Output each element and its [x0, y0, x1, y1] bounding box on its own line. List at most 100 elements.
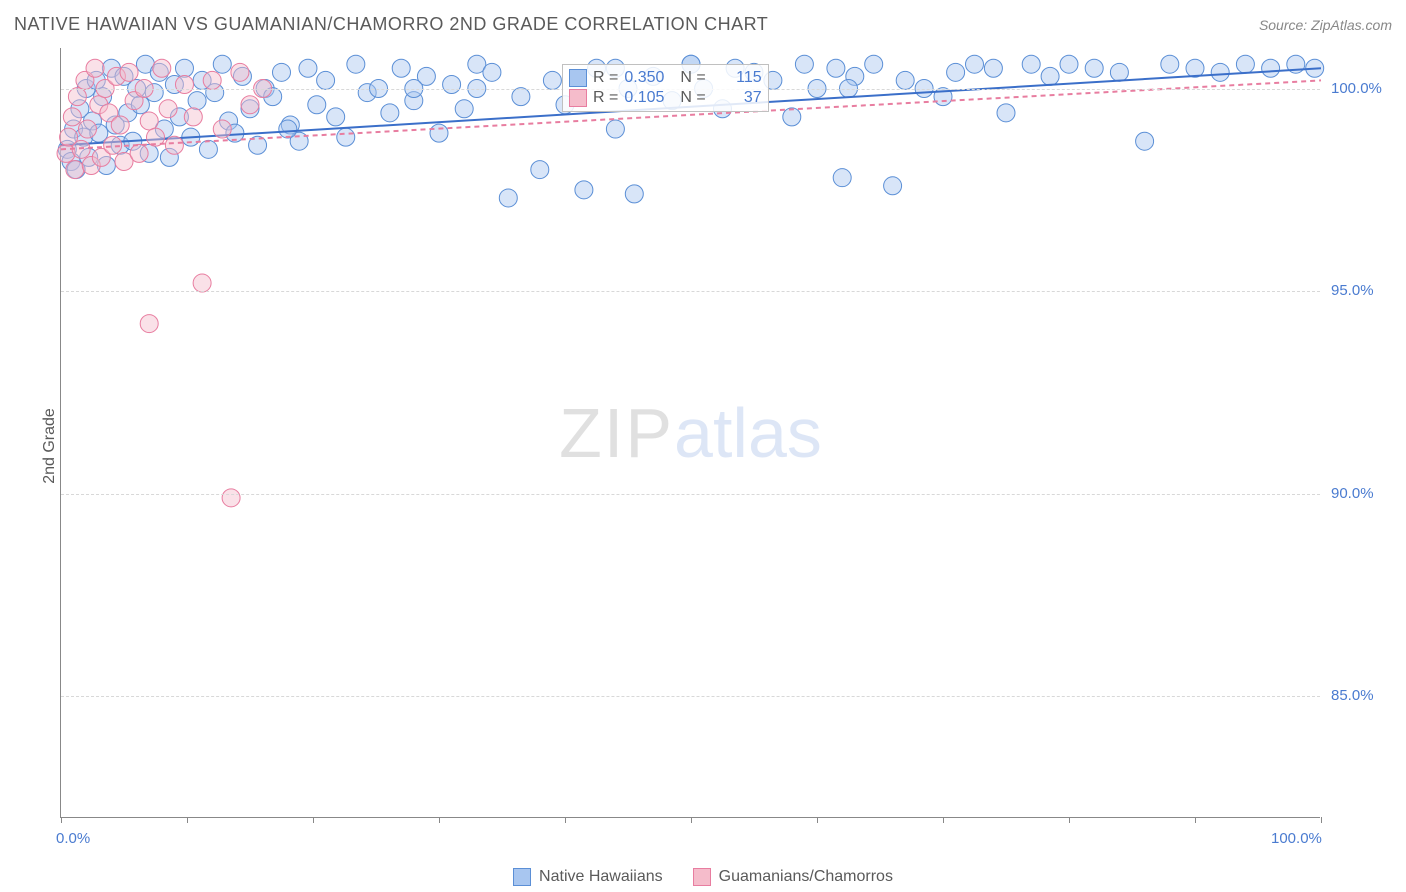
gridline — [61, 291, 1320, 292]
scatter-point — [66, 161, 84, 179]
scatter-point — [231, 63, 249, 81]
scatter-point — [865, 55, 883, 73]
y-tick-label: 90.0% — [1331, 485, 1374, 502]
x-tick — [439, 817, 440, 823]
scatter-point — [1060, 55, 1078, 73]
scatter-point — [317, 71, 335, 89]
scatter-point — [175, 59, 193, 77]
scatter-point — [175, 75, 193, 93]
scatter-point — [111, 116, 129, 134]
scatter-point — [884, 177, 902, 195]
x-tick-label: 0.0% — [56, 830, 90, 847]
gridline — [61, 696, 1320, 697]
scatter-point — [86, 59, 104, 77]
bottom-legend-item: Guamanians/Chamorros — [693, 868, 893, 886]
x-tick — [691, 817, 692, 823]
scatter-point — [63, 108, 81, 126]
scatter-point — [966, 55, 984, 73]
x-tick — [1195, 817, 1196, 823]
scatter-point — [997, 104, 1015, 122]
gridline — [61, 494, 1320, 495]
scatter-point — [381, 104, 399, 122]
scatter-point — [130, 144, 148, 162]
y-tick-label: 95.0% — [1331, 282, 1374, 299]
x-tick — [187, 817, 188, 823]
r-label: R = — [593, 89, 618, 107]
scatter-point — [1211, 63, 1229, 81]
r-value: 0.105 — [624, 89, 674, 107]
n-value: 37 — [712, 89, 762, 107]
scatter-point — [499, 189, 517, 207]
bottom-legend-item: Native Hawaiians — [513, 868, 663, 886]
legend-label: Guamanians/Chamorros — [719, 868, 893, 886]
scatter-point — [575, 181, 593, 199]
scatter-point — [1186, 59, 1204, 77]
scatter-point — [279, 120, 297, 138]
scatter-point — [833, 169, 851, 187]
x-tick — [61, 817, 62, 823]
scatter-point — [159, 100, 177, 118]
legend-swatch — [569, 89, 587, 107]
scatter-point — [543, 71, 561, 89]
n-label: N = — [680, 89, 705, 107]
x-tick — [817, 817, 818, 823]
scatter-point — [153, 59, 171, 77]
n-value: 115 — [712, 69, 762, 87]
scatter-point — [443, 75, 461, 93]
scatter-point — [213, 120, 231, 138]
chart-title: NATIVE HAWAIIAN VS GUAMANIAN/CHAMORRO 2N… — [14, 14, 768, 35]
scatter-point — [1161, 55, 1179, 73]
scatter-point — [299, 59, 317, 77]
y-axis-label: 2nd Grade — [41, 408, 59, 484]
scatter-point — [78, 120, 96, 138]
x-tick — [1321, 817, 1322, 823]
scatter-point — [625, 185, 643, 203]
scatter-point — [483, 63, 501, 81]
legend-swatch — [693, 868, 711, 886]
scatter-point — [193, 274, 211, 292]
scatter-point — [120, 63, 138, 81]
scatter-point — [222, 489, 240, 507]
y-tick-label: 85.0% — [1331, 687, 1374, 704]
scatter-point — [199, 140, 217, 158]
legend-stats-row: R = 0.350N = 115 — [569, 68, 762, 88]
scatter-point — [337, 128, 355, 146]
scatter-point — [512, 88, 530, 106]
scatter-point — [531, 161, 549, 179]
scatter-point — [241, 96, 259, 114]
scatter-point — [392, 59, 410, 77]
scatter-point — [308, 96, 326, 114]
x-tick-label: 100.0% — [1271, 830, 1322, 847]
r-value: 0.350 — [624, 69, 674, 87]
scatter-point — [184, 108, 202, 126]
legend-stats-row: R = 0.105 N = 37 — [569, 88, 762, 108]
scatter-point — [984, 59, 1002, 77]
scatter-point — [606, 120, 624, 138]
scatter-point — [140, 112, 158, 130]
scatter-point — [795, 55, 813, 73]
scatter-point — [1262, 59, 1280, 77]
legend-label: Native Hawaiians — [539, 868, 663, 886]
chart-header: NATIVE HAWAIIAN VS GUAMANIAN/CHAMORRO 2N… — [14, 14, 1392, 35]
x-tick — [565, 817, 566, 823]
x-tick — [943, 817, 944, 823]
y-tick-label: 100.0% — [1331, 80, 1382, 97]
scatter-point — [1110, 63, 1128, 81]
scatter-point — [1022, 55, 1040, 73]
x-tick — [1069, 817, 1070, 823]
scatter-point — [273, 63, 291, 81]
scatter-point — [188, 92, 206, 110]
scatter-point — [896, 71, 914, 89]
scatter-point — [455, 100, 473, 118]
scatter-point — [827, 59, 845, 77]
scatter-point — [1136, 132, 1154, 150]
scatter-point — [68, 88, 86, 106]
scatter-point — [213, 55, 231, 73]
scatter-point — [203, 71, 221, 89]
scatter-point — [140, 315, 158, 333]
scatter-point — [1236, 55, 1254, 73]
r-label: R = — [593, 69, 618, 87]
scatter-point — [165, 136, 183, 154]
scatter-point — [783, 108, 801, 126]
legend-swatch — [513, 868, 531, 886]
